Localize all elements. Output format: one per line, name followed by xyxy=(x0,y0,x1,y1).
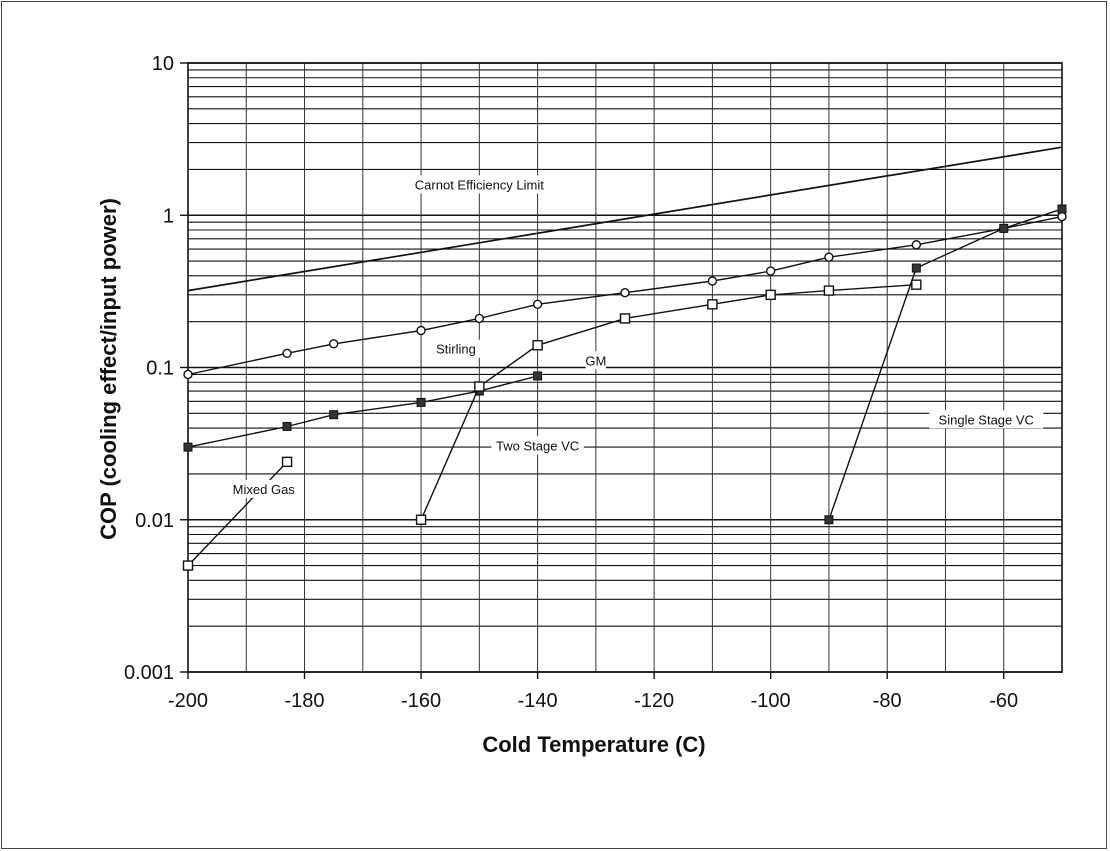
y-tick-label: 1 xyxy=(163,205,174,227)
data-point-mixed-gas xyxy=(281,456,293,468)
series-line-carnot-efficiency-limit xyxy=(187,146,1063,292)
data-point-stirling xyxy=(824,252,834,262)
series-line-gm xyxy=(187,375,538,448)
x-tick-label: -100 xyxy=(751,690,791,712)
data-point-two-stage-vc xyxy=(765,289,776,301)
data-point-single-stage-vc xyxy=(999,223,1009,233)
x-tick-label: -160 xyxy=(401,690,441,712)
grid xyxy=(180,62,1063,679)
data-point-mixed-gas xyxy=(182,560,194,571)
x-tick-label: -80 xyxy=(873,690,902,712)
label-bg-two-stage-vc xyxy=(491,436,584,455)
data-point-single-stage-vc xyxy=(1057,204,1067,214)
data-point-stirling xyxy=(620,287,630,298)
series-line-mixed-gas xyxy=(187,461,288,567)
data-point-single-stage-vc xyxy=(911,263,921,273)
y-tick-label: 0.01 xyxy=(135,510,174,532)
series-label-carnot-efficiency-limit: Carnot Efficiency Limit xyxy=(415,177,544,192)
label-bg-gm xyxy=(585,351,607,370)
label-bg-carnot-efficiency-limit xyxy=(393,175,566,194)
data-point-stirling xyxy=(328,339,339,349)
data-point-two-stage-vc xyxy=(823,285,835,296)
data-point-gm xyxy=(533,371,543,381)
data-point-stirling xyxy=(416,325,426,336)
data-point-stirling xyxy=(183,369,193,380)
data-point-stirling xyxy=(765,266,776,276)
data-point-two-stage-vc xyxy=(532,340,543,351)
data-point-gm xyxy=(329,410,339,420)
series-label-two-stage-vc: Two Stage VC xyxy=(496,438,579,453)
data-point-two-stage-vc xyxy=(911,279,922,290)
data-point-gm xyxy=(282,421,292,431)
x-tick-label: -200 xyxy=(168,690,208,712)
data-point-gm xyxy=(183,442,193,452)
data-point-two-stage-vc xyxy=(707,299,718,310)
data-point-single-stage-vc xyxy=(824,515,834,525)
data-point-stirling xyxy=(1057,211,1067,222)
series-label-stirling: Stirling xyxy=(436,342,476,357)
series-line-single-stage-vc xyxy=(828,208,1063,521)
y-axis-title: COP (cooling effect/input power) xyxy=(96,198,121,540)
data-point-two-stage-vc xyxy=(415,514,427,525)
x-axis-title: Cold Temperature (C) xyxy=(482,732,705,757)
x-tick-label: -120 xyxy=(634,690,674,712)
data-point-two-stage-vc xyxy=(474,381,485,392)
series-label-single-stage-vc: Single Stage VC xyxy=(939,412,1034,427)
y-tick-label: 0.1 xyxy=(146,358,174,380)
series-label-gm: GM xyxy=(585,353,606,368)
x-tick-label: -180 xyxy=(285,690,325,712)
x-tick-label: -140 xyxy=(518,690,558,712)
y-tick-label: 0.001 xyxy=(124,662,174,684)
tick-labels: -200 -180 -160 -140 -120 -100 -80 -60 0.001 0.01 0… xyxy=(124,53,1018,712)
data-point-stirling xyxy=(707,276,718,286)
data-point-stirling xyxy=(282,348,292,358)
series-label-mixed-gas: Mixed Gas xyxy=(233,482,296,497)
data-point-stirling xyxy=(911,240,922,250)
series-line-two-stage-vc xyxy=(420,284,917,521)
data-point-stirling xyxy=(532,299,543,310)
label-bg-single-stage-vc xyxy=(929,410,1044,429)
data-point-stirling xyxy=(474,313,485,324)
data-point-gm xyxy=(416,397,426,407)
annotation-layer: Carnot Efficiency Limit Stirling GM Two Sta… xyxy=(228,175,1044,498)
data-point-two-stage-vc xyxy=(619,313,631,324)
label-bg-stirling xyxy=(424,339,488,358)
x-tick-label: -60 xyxy=(989,690,1018,712)
y-tick-label: 10 xyxy=(152,53,174,75)
series-layer xyxy=(182,146,1067,571)
label-bg-mixed-gas xyxy=(228,479,300,498)
